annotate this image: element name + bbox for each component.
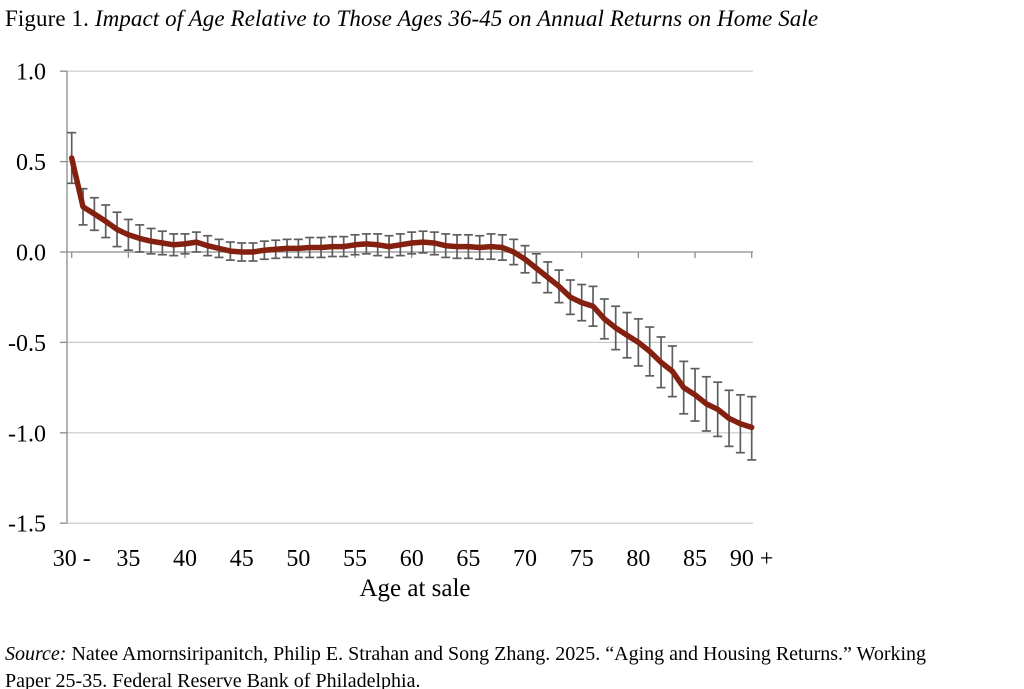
x-tick-label: 55 bbox=[343, 546, 367, 572]
x-tick-label: 40 bbox=[173, 546, 197, 572]
figure-label: Figure 1. bbox=[5, 6, 95, 31]
y-tick-label: 0.0 bbox=[16, 241, 46, 267]
x-tick-label: 50 bbox=[286, 546, 310, 572]
x-axis-title: Age at sale bbox=[359, 575, 470, 602]
x-tick-label: 70 bbox=[513, 546, 537, 572]
x-tick-label: 60 bbox=[400, 546, 424, 572]
y-tick-label: -1.0 bbox=[8, 421, 46, 447]
x-tick-label: 45 bbox=[230, 546, 254, 572]
source-text-1: Natee Amornsiripanitch, Philip E. Straha… bbox=[66, 643, 927, 665]
source-note: Source: Natee Amornsiripanitch, Philip E… bbox=[5, 641, 1020, 689]
source-line-2: Paper 25-35. Federal Reserve Bank of Phi… bbox=[5, 670, 421, 689]
estimate-line bbox=[68, 155, 755, 431]
source-label: Source: bbox=[5, 643, 67, 665]
figure-title-text: Impact of Age Relative to Those Ages 36-… bbox=[94, 6, 819, 31]
x-tick-label: 90 + bbox=[730, 546, 774, 572]
x-tick-label: 75 bbox=[570, 546, 594, 572]
x-tick-label: 80 bbox=[626, 546, 650, 572]
y-tick-label: -1.5 bbox=[8, 512, 46, 538]
x-tick-label: 30 - bbox=[53, 546, 91, 572]
source-line-1: Source: Natee Amornsiripanitch, Philip E… bbox=[5, 641, 1020, 668]
figure-title: Figure 1. Impact of Age Relative to Thos… bbox=[5, 6, 818, 32]
y-tick-label: 1.0 bbox=[16, 60, 46, 86]
y-tick-label: 0.5 bbox=[16, 150, 46, 176]
x-tick-label: 85 bbox=[683, 546, 707, 572]
x-tick-label: 65 bbox=[456, 546, 480, 572]
y-tick-label: -0.5 bbox=[8, 331, 46, 357]
x-tick-label: 35 bbox=[116, 546, 140, 572]
